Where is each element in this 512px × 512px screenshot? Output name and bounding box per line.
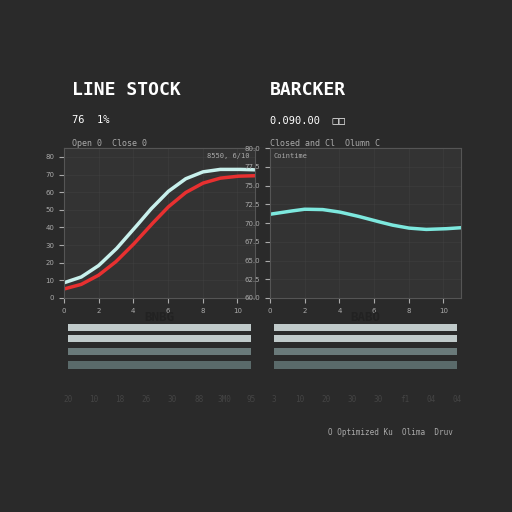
Text: f1: f1 xyxy=(400,395,409,404)
Text: LINE STOCK: LINE STOCK xyxy=(72,80,181,98)
Text: BNBG: BNBG xyxy=(144,311,175,324)
Text: 20: 20 xyxy=(63,395,72,404)
Text: 3M0: 3M0 xyxy=(218,395,232,404)
Text: 3: 3 xyxy=(271,395,276,404)
Bar xyxy=(68,324,251,331)
Text: BABO: BABO xyxy=(350,311,380,324)
Text: 04: 04 xyxy=(426,395,435,404)
Text: 10: 10 xyxy=(295,395,305,404)
Bar xyxy=(274,348,457,355)
Bar xyxy=(274,335,457,342)
Text: 95: 95 xyxy=(246,395,255,404)
Text: 18: 18 xyxy=(116,395,125,404)
Text: 10: 10 xyxy=(90,395,99,404)
Text: 0.090.00  □□: 0.090.00 □□ xyxy=(270,115,345,125)
Text: Cointime: Cointime xyxy=(274,153,308,159)
Bar xyxy=(274,361,457,369)
Text: Closed and Cl  Olumn C: Closed and Cl Olumn C xyxy=(270,139,380,148)
Text: 76  1%: 76 1% xyxy=(72,115,110,125)
Text: 8550, 6/10: 8550, 6/10 xyxy=(207,153,249,159)
Bar xyxy=(68,348,251,355)
Text: 30: 30 xyxy=(348,395,357,404)
Text: 30: 30 xyxy=(374,395,383,404)
Text: 04: 04 xyxy=(453,395,462,404)
Text: Open 0  Close 0: Open 0 Close 0 xyxy=(72,139,147,148)
Text: BARCKER: BARCKER xyxy=(270,80,347,98)
Text: 30: 30 xyxy=(168,395,177,404)
Text: 88: 88 xyxy=(194,395,203,404)
Text: 26: 26 xyxy=(142,395,151,404)
Text: 20: 20 xyxy=(322,395,331,404)
Bar xyxy=(68,361,251,369)
Text: O Optimized Ku  Olima  Druv: O Optimized Ku Olima Druv xyxy=(328,428,453,437)
Bar xyxy=(274,324,457,331)
Bar xyxy=(68,335,251,342)
